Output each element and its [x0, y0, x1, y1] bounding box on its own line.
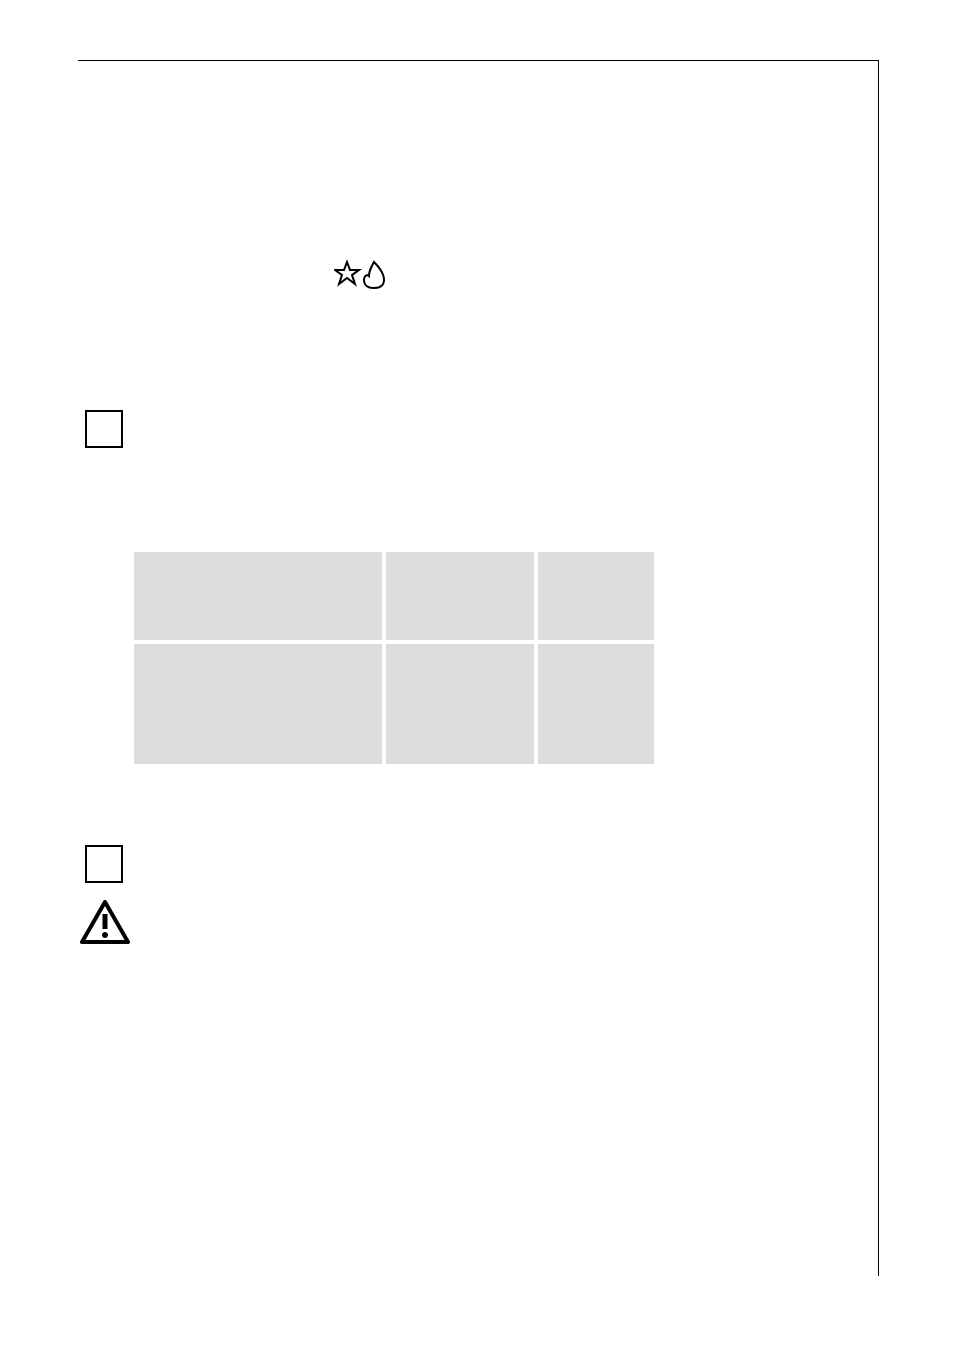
warning-exclaim-dot — [102, 932, 108, 938]
star-flame-svg — [334, 260, 388, 290]
page-border-right — [878, 60, 879, 1276]
table-row — [134, 552, 654, 640]
table-cell — [134, 552, 382, 640]
table-cell — [386, 552, 534, 640]
table-cell — [538, 644, 654, 764]
checkbox-2[interactable] — [85, 845, 123, 883]
page-border-top — [78, 60, 878, 61]
warning-exclaim-bar — [103, 914, 108, 929]
table-cell — [134, 644, 382, 764]
table-row — [134, 644, 654, 764]
warning-icon — [80, 900, 130, 944]
table-cell — [538, 552, 654, 640]
data-table — [134, 552, 654, 764]
star-flame-icon-group — [334, 260, 388, 290]
checkbox-1[interactable] — [85, 410, 123, 448]
flame-icon — [364, 262, 384, 288]
star-icon — [335, 262, 359, 284]
table-cell — [386, 644, 534, 764]
